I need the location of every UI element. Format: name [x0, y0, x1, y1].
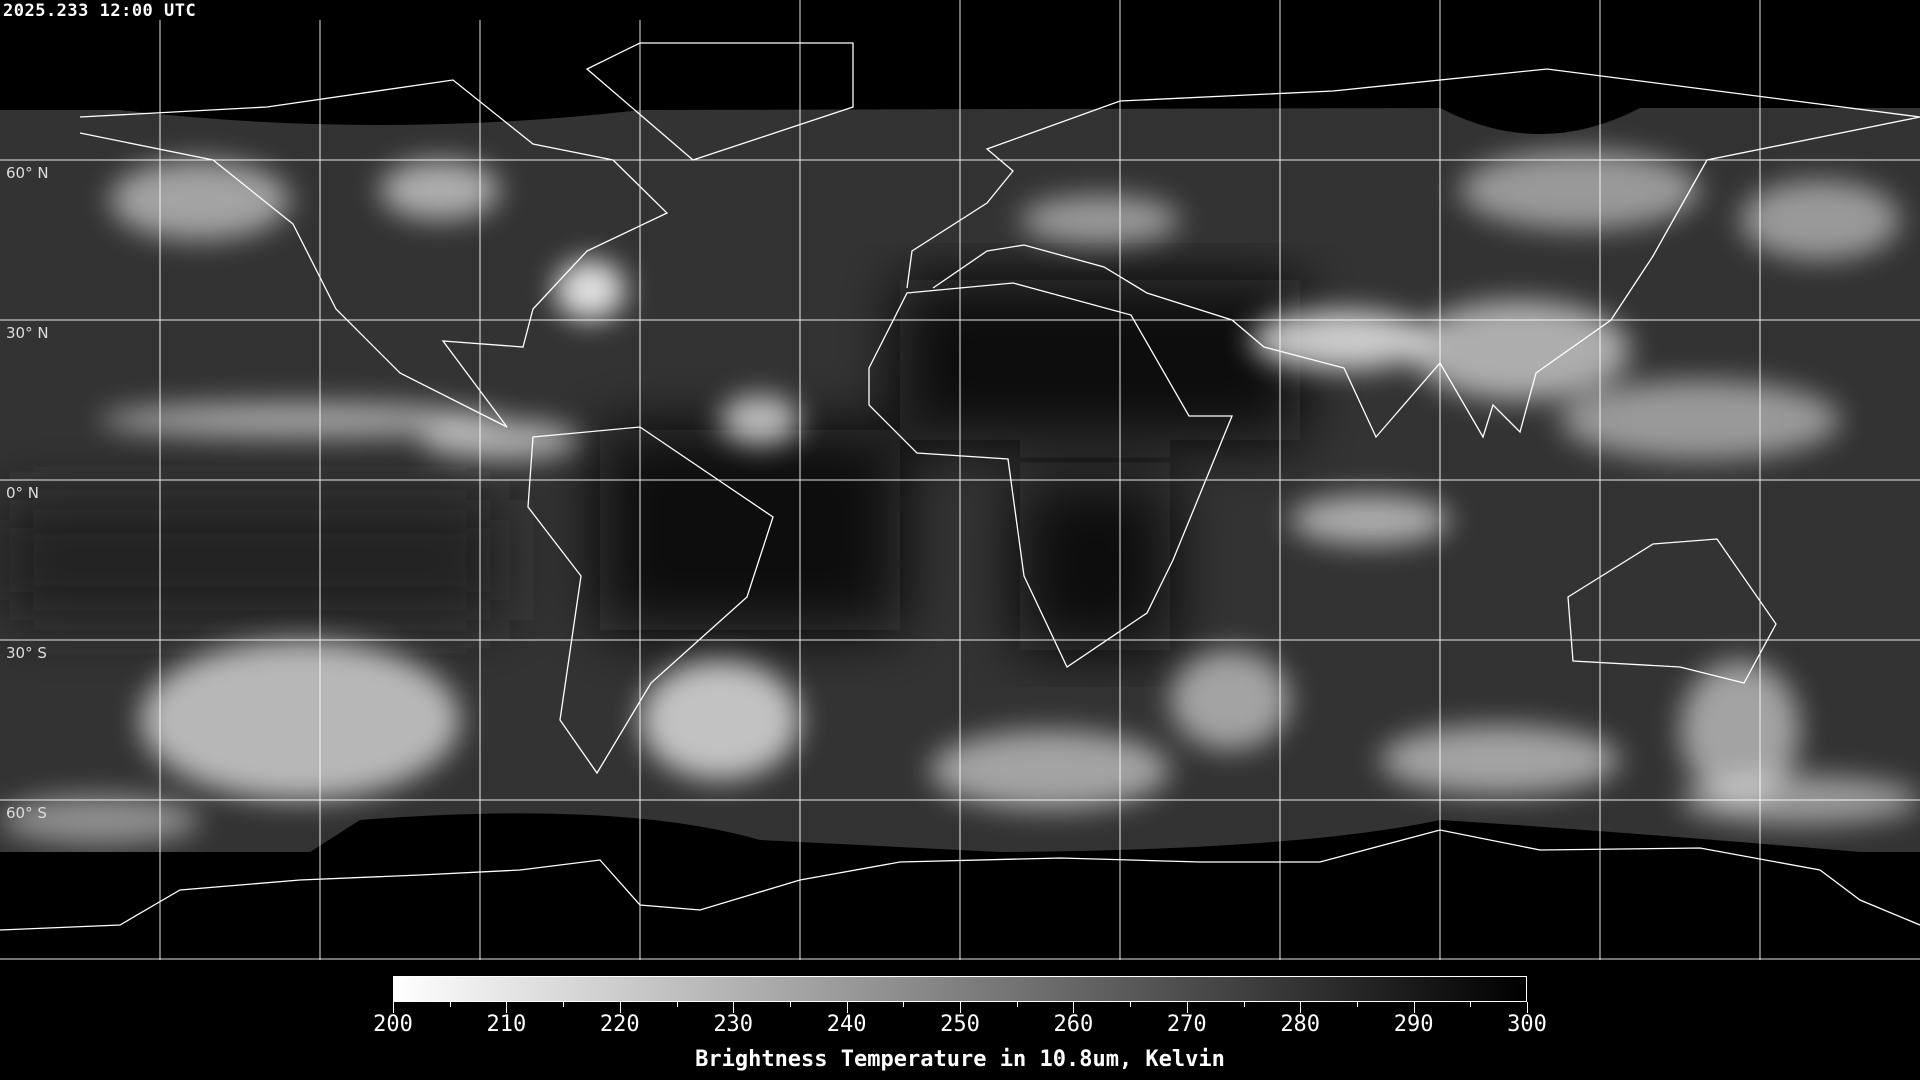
major-tick: [1527, 1002, 1528, 1013]
tick-label: 230: [713, 1012, 754, 1037]
tick-label: 220: [599, 1012, 640, 1037]
coast-africa: [868, 282, 1233, 668]
minor-tick: [1016, 1002, 1018, 1007]
minor-tick: [449, 1002, 451, 1007]
satellite-map: [0, 0, 1920, 960]
colorbar: [393, 976, 1527, 1002]
tick-label: 300: [1507, 1012, 1547, 1037]
tick-label: 260: [1053, 1012, 1094, 1037]
major-tick: [393, 1002, 394, 1013]
lat-label-60n: 60° N: [6, 164, 49, 182]
lat-label-30s: 30° S: [6, 644, 47, 662]
minor-tick: [903, 1002, 905, 1007]
major-tick: [506, 1002, 508, 1013]
lat-label-0n: 0° N: [6, 484, 40, 502]
tick-label: 200: [373, 1012, 413, 1037]
tick-label: 270: [1166, 1012, 1207, 1037]
minor-tick: [1243, 1002, 1245, 1007]
major-tick: [960, 1002, 961, 1013]
major-tick: [1186, 1002, 1188, 1013]
coast-north-america: [79, 79, 669, 428]
major-tick: [619, 1002, 621, 1013]
major-tick: [733, 1002, 735, 1013]
tick-label: 280: [1280, 1012, 1321, 1037]
coast-eurasia: [906, 68, 1920, 439]
tick-label: 290: [1393, 1012, 1434, 1037]
major-tick: [1073, 1002, 1075, 1013]
minor-tick: [1130, 1002, 1132, 1007]
coast-greenland: [585, 42, 854, 161]
lat-label-60s: 60° S: [6, 804, 47, 822]
major-tick: [1300, 1002, 1302, 1013]
major-tick: [1413, 1002, 1415, 1013]
minor-tick: [789, 1002, 791, 1007]
coast-south-america: [527, 426, 774, 775]
minor-tick: [563, 1002, 565, 1007]
timestamp-title: 2025.233 12:00 UTC: [3, 1, 197, 21]
graticule: [0, 0, 1920, 960]
lat-label-30n: 30° N: [6, 324, 49, 342]
tick-label: 250: [940, 1012, 980, 1037]
minor-tick: [1356, 1002, 1358, 1007]
minor-tick: [676, 1002, 678, 1007]
minor-tick: [1470, 1002, 1472, 1007]
major-tick: [846, 1002, 848, 1013]
tick-label: 240: [826, 1012, 867, 1037]
tick-label: 210: [486, 1012, 527, 1037]
colorbar-label: Brightness Temperature in 10.8um, Kelvin: [695, 1047, 1225, 1072]
